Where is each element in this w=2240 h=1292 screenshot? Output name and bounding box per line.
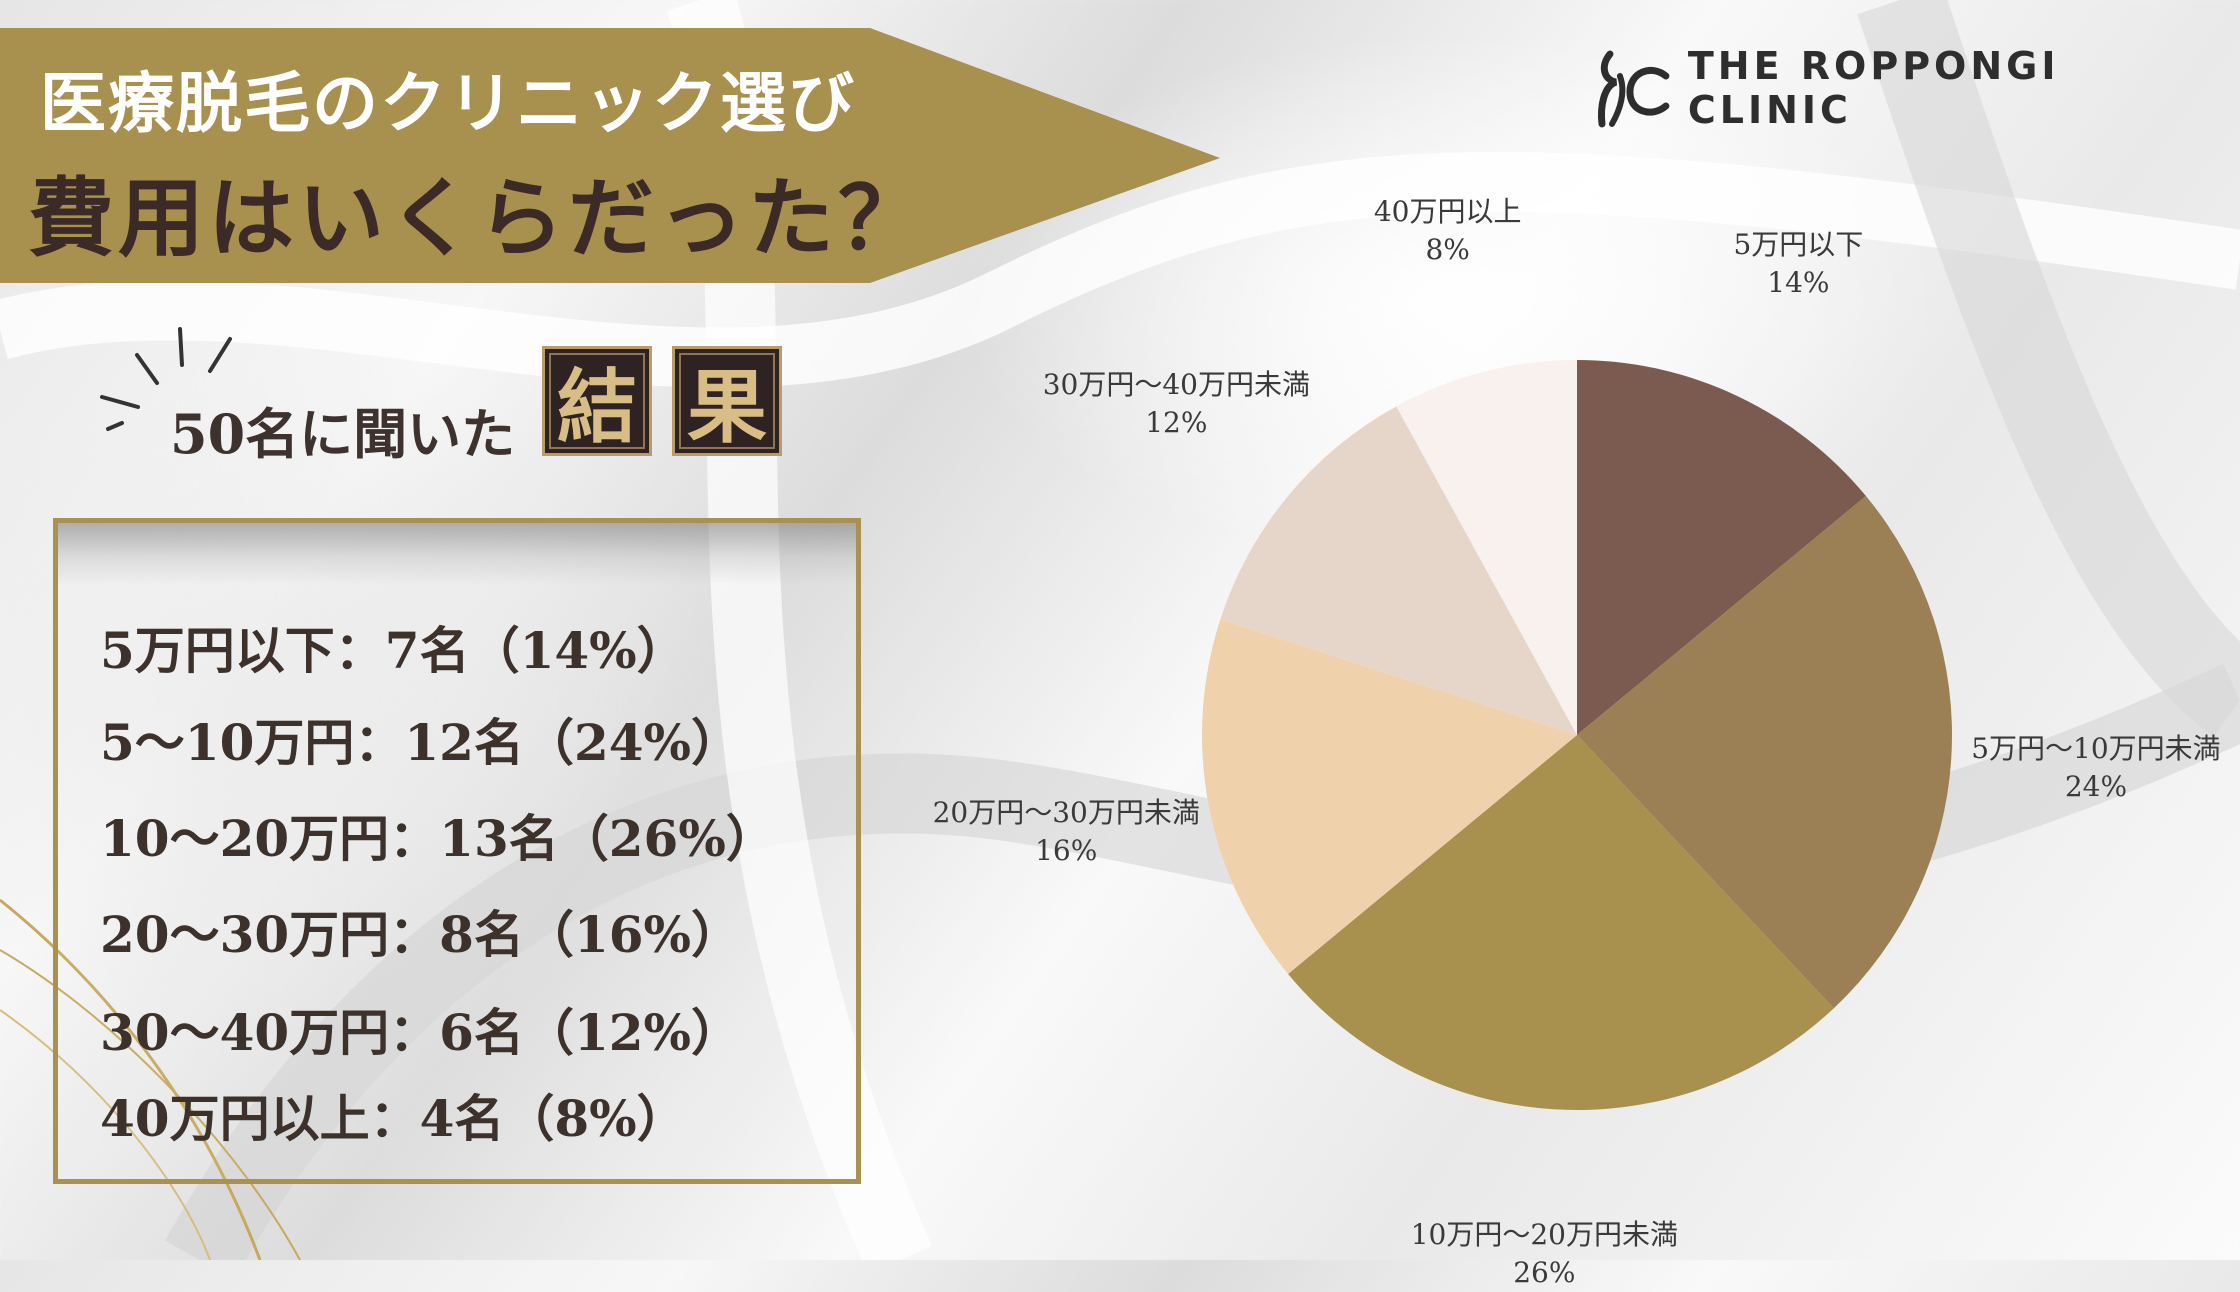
pie-slice bbox=[1220, 406, 1577, 735]
pie-slice bbox=[1577, 360, 1866, 735]
result-kanji-2: 果 bbox=[672, 346, 782, 456]
rc-monogram-icon bbox=[1598, 50, 1670, 128]
clinic-logo: THE ROPPONGI CLINIC bbox=[1590, 44, 2240, 132]
pie-slice-label: 20万円〜30万円未満 16% bbox=[933, 794, 1200, 870]
pie-slice-label: 5万円〜10万円未満 24% bbox=[1971, 730, 2220, 806]
clinic-name: THE ROPPONGI CLINIC bbox=[1687, 44, 2060, 132]
result-item: 40万円以上：4名（8%） bbox=[100, 1089, 687, 1148]
slice-percent: 8% bbox=[1425, 233, 1470, 267]
pie-slice bbox=[1202, 619, 1577, 975]
slice-category: 10万円〜20万円未満 bbox=[1410, 1217, 1678, 1251]
brush-stroke-decoration bbox=[58, 523, 856, 585]
slice-category: 20万円〜30万円未満 bbox=[932, 796, 1200, 830]
slice-percent: 14% bbox=[1767, 266, 1830, 300]
pie-slice-label: 40万円以上 8% bbox=[1374, 193, 1522, 269]
pie-slice bbox=[1288, 735, 1834, 1111]
slice-percent: 12% bbox=[1145, 405, 1208, 439]
result-item: 5〜10万円：12名（24%） bbox=[100, 713, 742, 772]
page-title: 医療脱毛のクリニック選び bbox=[40, 64, 856, 142]
slice-percent: 16% bbox=[1035, 834, 1098, 868]
result-item: 10〜20万円：13名（26%） bbox=[100, 809, 776, 868]
result-item: 20〜30万円：8名（16%） bbox=[100, 905, 742, 964]
pie-slice-label: 30万円〜40万円未満 12% bbox=[1043, 366, 1310, 442]
slice-category: 40万円以上 bbox=[1373, 195, 1522, 229]
pie-slice-label: 10万円〜20万円未満 26% bbox=[1411, 1216, 1678, 1292]
results-list-box: 5万円以下：7名（14%） 5〜10万円：12名（24%） 10〜20万円：13… bbox=[53, 518, 861, 1184]
slice-percent: 24% bbox=[2064, 769, 2128, 803]
pie-slice-label: 5万円以下 14% bbox=[1733, 226, 1863, 302]
result-item: 30〜40万円：6名（12%） bbox=[100, 1003, 742, 1062]
result-item: 5万円以下：7名（14%） bbox=[100, 621, 687, 680]
pie-slice bbox=[1577, 495, 1953, 1009]
pie-chart bbox=[1202, 360, 1953, 1111]
title-banner bbox=[0, 28, 1220, 283]
respondents-label: 50名に聞いた bbox=[170, 402, 516, 466]
result-kanji-1: 結 bbox=[542, 346, 652, 456]
slice-category: 5万円以下 bbox=[1733, 228, 1864, 262]
emphasis-lines-icon bbox=[100, 327, 232, 431]
slice-category: 30万円〜40万円未満 bbox=[1042, 367, 1310, 401]
page-subtitle: 費用はいくらだった？ bbox=[28, 168, 928, 269]
slice-category: 5万円〜10万円未満 bbox=[1971, 731, 2221, 765]
pie-slice bbox=[1396, 360, 1577, 735]
